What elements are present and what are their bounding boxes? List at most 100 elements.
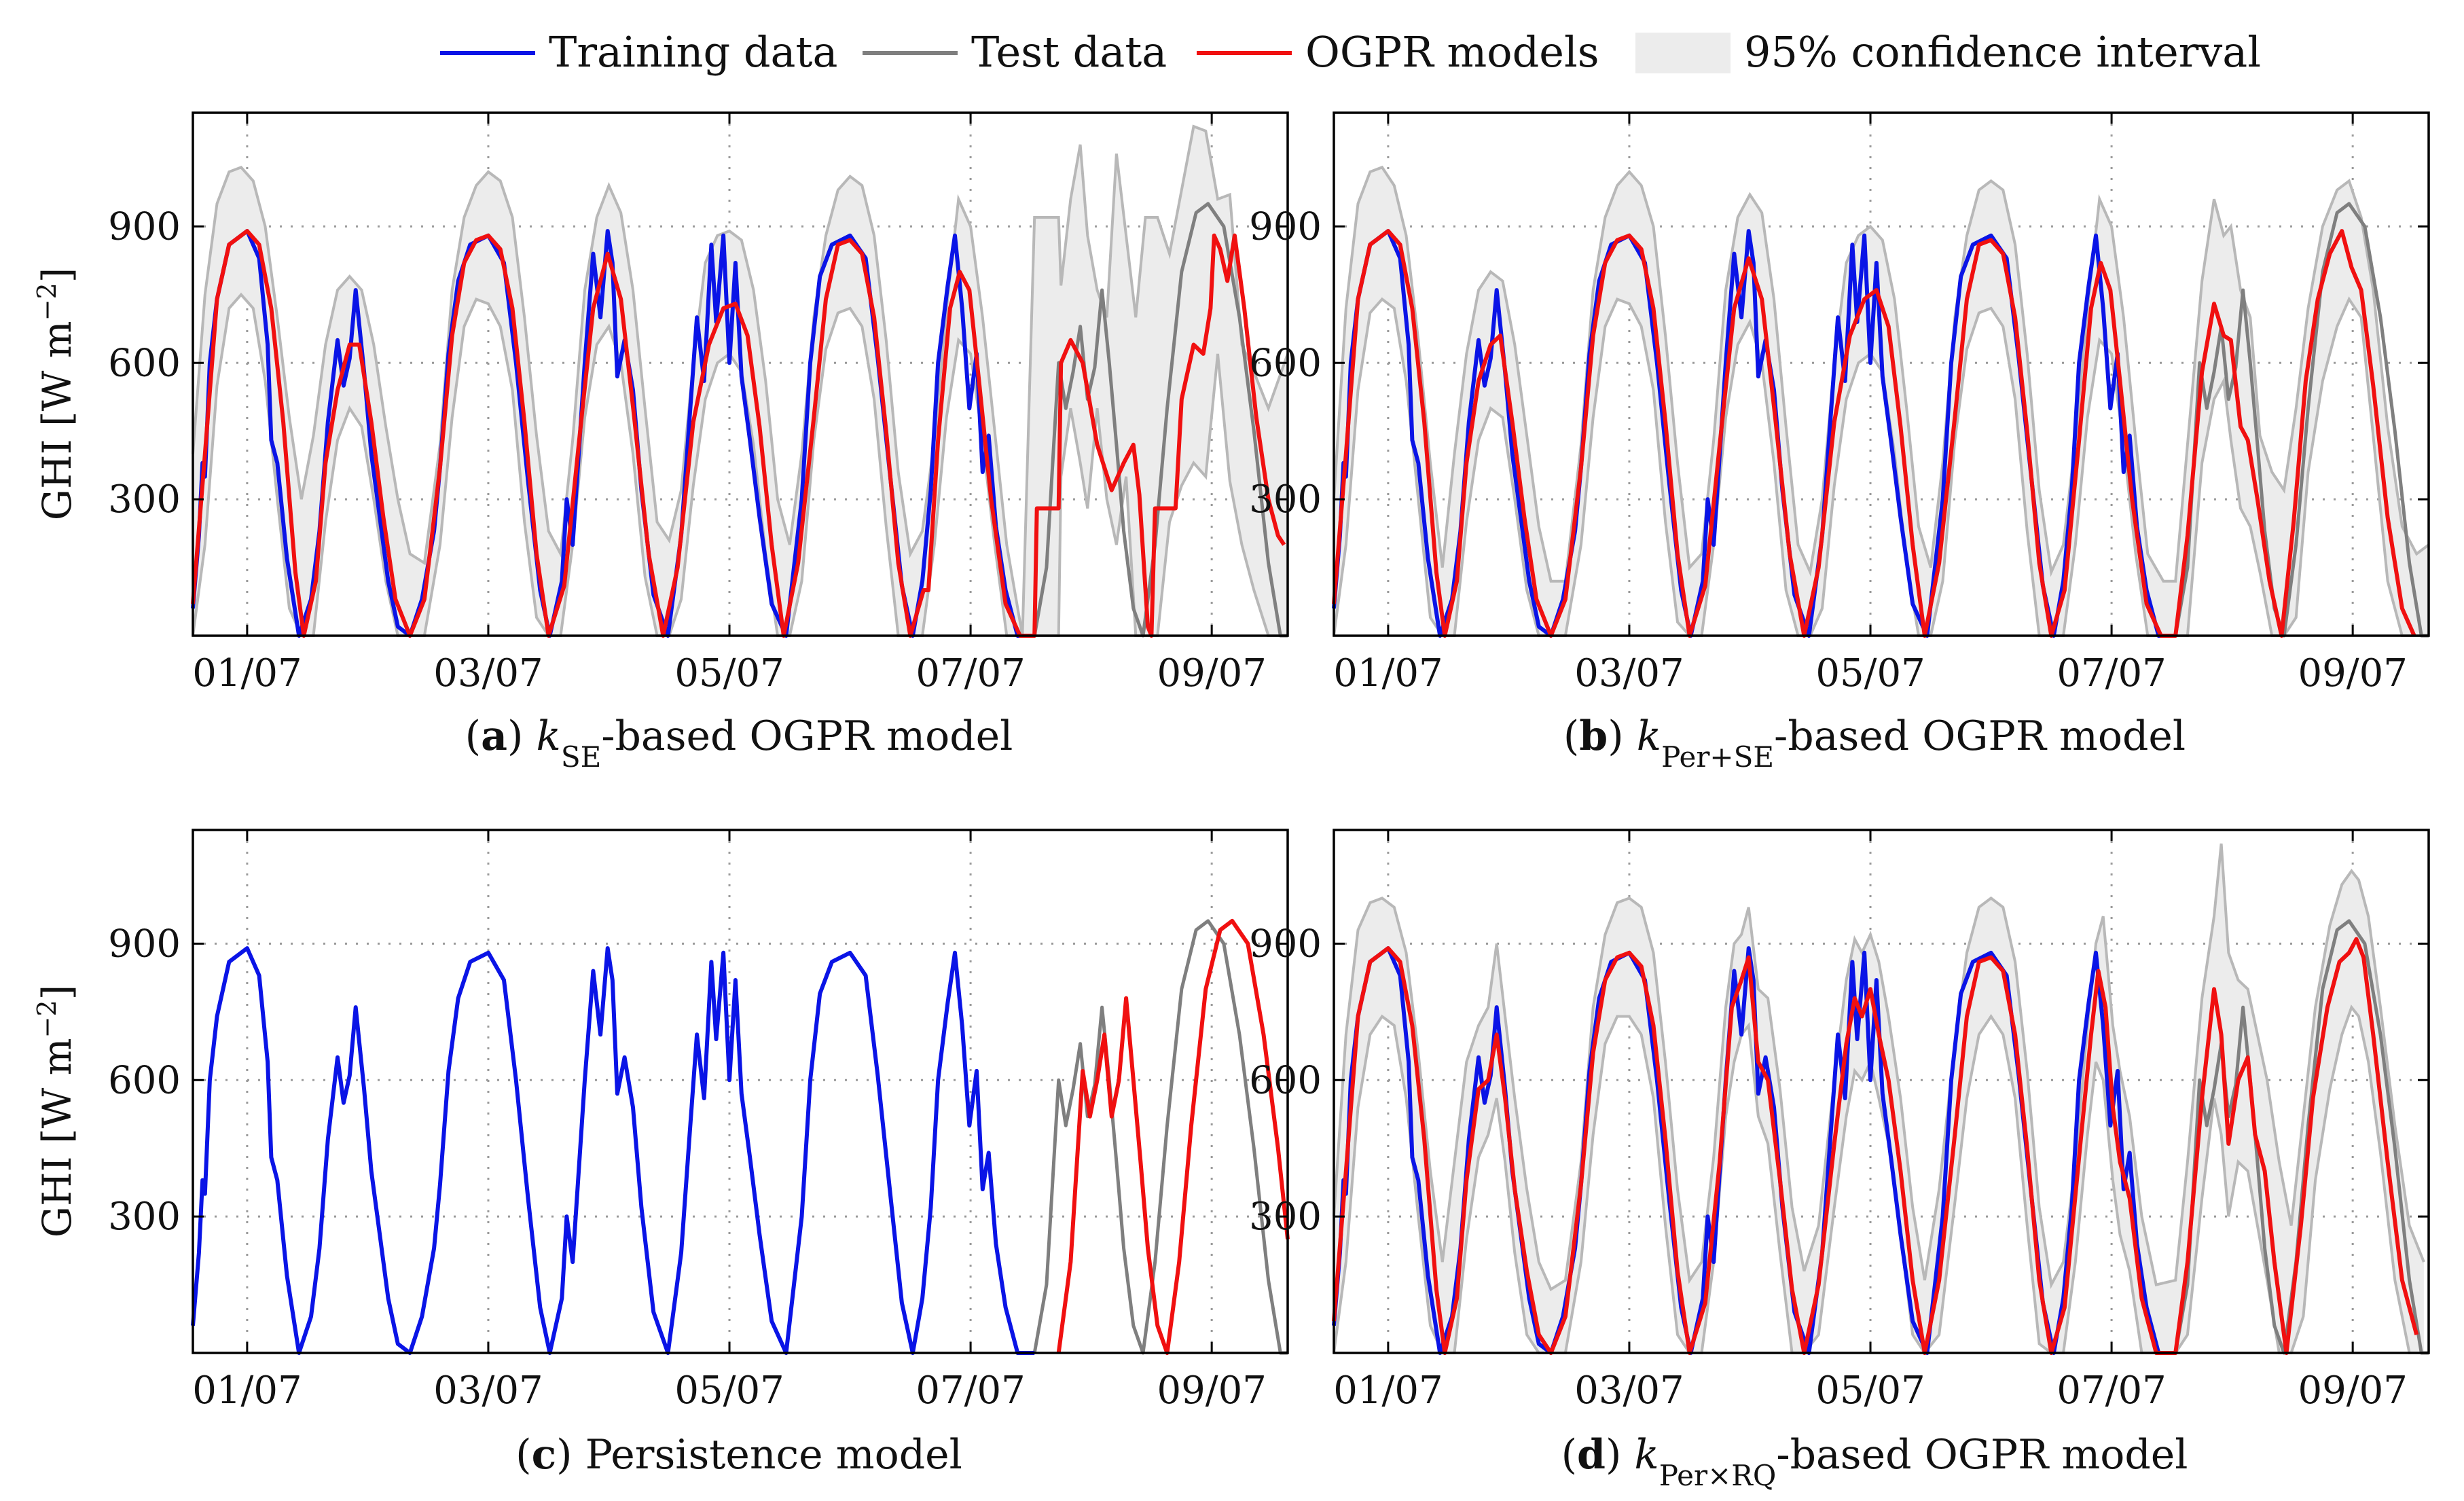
xtick-label: 03/07 bbox=[1574, 1369, 1684, 1413]
xtick-label: 09/07 bbox=[2298, 1369, 2407, 1413]
panel-c-axes: 300 600 900 01/07 03/07 05/07 07/07 09/07 bbox=[108, 829, 1289, 1413]
panel-c-ylabel: GHI [W m−2] bbox=[32, 985, 80, 1238]
panel-c-caption-letter: c bbox=[532, 1431, 557, 1479]
panel-b-caption-rest: -based OGPR model bbox=[1774, 712, 2186, 760]
legend-item-ogpr: OGPR models bbox=[1197, 27, 1599, 77]
ytick-label: 300 bbox=[108, 1195, 181, 1239]
panel-d-caption-rest: -based OGPR model bbox=[1776, 1431, 2188, 1479]
panel-c-caption-rest: Persistence model bbox=[573, 1431, 962, 1479]
panel-b-kernel-subscript: Per+SE bbox=[1661, 740, 1774, 774]
xtick-label: 05/07 bbox=[1815, 651, 1925, 695]
xtick-label: 03/07 bbox=[433, 1369, 543, 1413]
panel-c-grid bbox=[193, 830, 1288, 1353]
panel-c-ylabel-sup: −2 bbox=[32, 1000, 62, 1038]
panel-d-axes: 300 600 900 01/07 03/07 05/07 07/07 09/07 bbox=[1249, 829, 2430, 1413]
ytick-label: 300 bbox=[108, 477, 181, 522]
xtick-label: 07/07 bbox=[916, 1369, 1025, 1413]
panel-d-caption-letter: d bbox=[1577, 1431, 1606, 1479]
xtick-label: 05/07 bbox=[674, 651, 784, 695]
legend-label-training: Training data bbox=[549, 27, 837, 77]
ci-upper-line bbox=[1333, 843, 2425, 1292]
xtick-label: 05/07 bbox=[674, 1369, 784, 1413]
panel-a-caption-rest: -based OGPR model bbox=[601, 712, 1013, 760]
legend-label-ci: 95% confidence interval bbox=[1744, 27, 2261, 77]
ytick-label: 900 bbox=[108, 922, 181, 966]
panel-d-caption: (d) kPer×RQ-based OGPR model bbox=[1561, 1431, 2188, 1492]
ytick-label: 300 bbox=[1249, 477, 1322, 522]
xtick-label: 07/07 bbox=[2057, 651, 2166, 695]
series-test-data bbox=[2173, 919, 2429, 1355]
ytick-label: 900 bbox=[108, 204, 181, 249]
plot-frame bbox=[1333, 111, 2430, 637]
ytick-label: 900 bbox=[1249, 204, 1322, 249]
legend: Training data Test data OGPR models 95% … bbox=[440, 27, 2261, 77]
panel-c-lines bbox=[191, 918, 1290, 1355]
legend-item-training: Training data bbox=[440, 27, 837, 77]
xtick-label: 09/07 bbox=[1157, 1369, 1266, 1413]
panel-d-lines bbox=[1332, 919, 2429, 1355]
xtick-label: 03/07 bbox=[1574, 651, 1684, 695]
panel-b-kernel-symbol: k bbox=[1637, 712, 1661, 760]
xtick-label: 03/07 bbox=[433, 651, 543, 695]
ci-upper-line bbox=[192, 124, 1289, 636]
panel-a-ylabel-close: ] bbox=[34, 268, 80, 283]
xtick-label: 01/07 bbox=[1333, 651, 1443, 695]
panel-a-lines bbox=[191, 202, 1288, 638]
panel-c-caption: (c) Persistence model bbox=[515, 1431, 962, 1479]
ci-band bbox=[1334, 167, 2429, 636]
xtick-label: 01/07 bbox=[1333, 1369, 1443, 1413]
panel-b-caption-letter: b bbox=[1579, 712, 1608, 760]
series-persistence-model bbox=[1056, 918, 1290, 1355]
series-ogpr-models bbox=[1332, 937, 2419, 1355]
panel-a-caption: (a) kSE-based OGPR model bbox=[465, 712, 1013, 774]
plot-frame bbox=[192, 829, 1289, 1354]
ytick-label: 600 bbox=[1249, 341, 1322, 385]
ytick-label: 900 bbox=[1249, 922, 1322, 966]
xtick-label: 09/07 bbox=[1157, 651, 1266, 695]
series-ogpr-models bbox=[191, 229, 1286, 638]
xtick-label: 05/07 bbox=[1815, 1369, 1925, 1413]
panel-a-kernel-subscript: SE bbox=[561, 740, 601, 774]
panel-b-caption: (b) kPer+SE-based OGPR model bbox=[1563, 712, 2186, 774]
ytick-label: 600 bbox=[108, 1058, 181, 1102]
series-training-data bbox=[191, 946, 1035, 1355]
xtick-label: 01/07 bbox=[192, 1369, 302, 1413]
panel-b: 300 600 900 01/07 03/07 05/07 07/07 09/07 (b) k… bbox=[1249, 111, 2430, 774]
legend-label-test: Test data bbox=[971, 27, 1167, 77]
ytick-label: 300 bbox=[1249, 1195, 1322, 1239]
panel-d-ci bbox=[1333, 843, 2425, 1356]
panel-d-kernel-subscript: Per×RQ bbox=[1659, 1459, 1777, 1492]
panel-b-axes: 300 600 900 01/07 03/07 05/07 07/07 09/07 bbox=[1249, 111, 2430, 695]
panel-a: 300 600 900 01/07 03/07 05/07 07/07 09/07 GHI [… bbox=[32, 111, 1289, 774]
series-test-data bbox=[1032, 202, 1288, 638]
panel-a-ylabel-base: GHI [W m bbox=[34, 321, 80, 520]
panel-b-grid bbox=[1334, 113, 2429, 636]
plot-frame bbox=[192, 111, 1289, 637]
xtick-label: 07/07 bbox=[916, 651, 1025, 695]
legend-swatch-ci bbox=[1635, 33, 1731, 73]
ci-lower-line bbox=[1333, 1005, 2424, 1356]
panel-b-ci bbox=[1333, 165, 2430, 637]
panel-a-caption-letter: a bbox=[481, 712, 507, 760]
legend-label-ogpr: OGPR models bbox=[1305, 27, 1599, 77]
ci-upper-line bbox=[1333, 165, 2430, 583]
series-ogpr-models bbox=[1332, 229, 2416, 638]
series-test-data bbox=[1032, 919, 1288, 1355]
panel-a-ylabel: GHI [W m−2] bbox=[32, 268, 80, 521]
xtick-label: 01/07 bbox=[192, 651, 302, 695]
panel-d-kernel-symbol: k bbox=[1634, 1431, 1659, 1479]
panel-c-ylabel-close: ] bbox=[34, 985, 80, 1000]
panel-a-ylabel-sup: −2 bbox=[32, 283, 62, 321]
panel-b-lines bbox=[1332, 202, 2429, 638]
xtick-label: 09/07 bbox=[2298, 651, 2407, 695]
panel-c-ylabel-base: GHI [W m bbox=[34, 1038, 80, 1237]
legend-item-ci: 95% confidence interval bbox=[1635, 27, 2261, 77]
panel-a-kernel-symbol: k bbox=[536, 712, 560, 760]
panel-a-axes: 300 600 900 01/07 03/07 05/07 07/07 09/07 bbox=[108, 111, 1289, 695]
plot-frame bbox=[1333, 829, 2430, 1354]
panel-d: 300 600 900 01/07 03/07 05/07 07/07 09/07 (d) k… bbox=[1249, 829, 2430, 1492]
ytick-label: 600 bbox=[1249, 1058, 1322, 1102]
xtick-label: 07/07 bbox=[2057, 1369, 2166, 1413]
panel-c: 300 600 900 01/07 03/07 05/07 07/07 09/07 GHI [… bbox=[32, 829, 1290, 1479]
